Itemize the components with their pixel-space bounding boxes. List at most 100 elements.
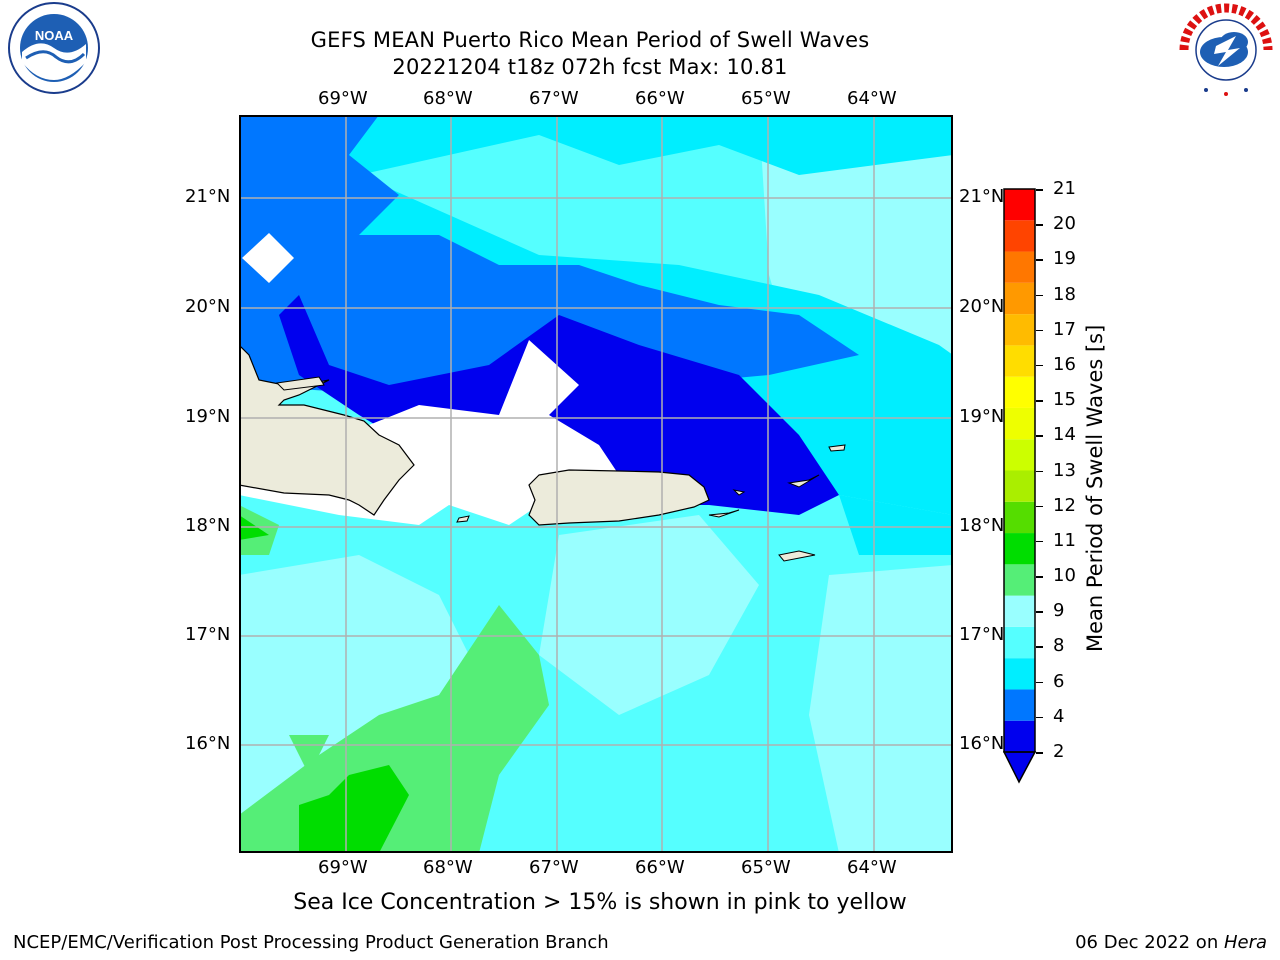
footer-host: Hera: [1223, 932, 1267, 953]
mona-island: [456, 515, 470, 523]
colorbar-tick-mark: [1036, 716, 1043, 719]
colorbar-band: [1004, 564, 1035, 596]
colorbar-tick-label: 2: [1053, 741, 1065, 762]
colorbar-tick-mark: [1036, 259, 1043, 261]
colorbar-tick-label: 4: [1053, 705, 1065, 727]
chart-title-line2: 20221204 t18z 072h fcst Max: 10.81: [392, 55, 788, 79]
colorbar-band: [1004, 595, 1035, 627]
culebra-island: [732, 489, 746, 496]
colorbar-tick-label: 9: [1053, 600, 1065, 622]
colorbar-band: [1004, 689, 1035, 721]
colorbar-tick-mark: [1036, 329, 1043, 332]
colorbar-band: [1004, 626, 1035, 659]
colorbar-tick-label: 6: [1053, 670, 1065, 692]
anegada-island: [828, 444, 846, 452]
colorbar-band: [1004, 439, 1035, 471]
lat-tick-left: 17°N: [185, 624, 231, 645]
contour-8-9s-se: [809, 565, 953, 853]
noaa-logo: NOAA: [8, 2, 100, 94]
lat-tick-right: 16°N: [959, 733, 1005, 754]
footer-date: 06 Dec 2022 on Hera: [1075, 932, 1267, 953]
colorbar-tick-label: 11: [1053, 529, 1076, 551]
lat-tick-left: 20°N: [185, 296, 231, 317]
colorbar-band: [1004, 501, 1035, 534]
colorbar-tick-mark: [1036, 646, 1043, 648]
colorbar-tick-label: 18: [1053, 283, 1076, 305]
lat-tick-left: 18°N: [185, 515, 231, 536]
mask-area-nw: [242, 233, 294, 283]
contour-2-4s: [239, 115, 859, 405]
colorbar-tick-mark: [1036, 576, 1043, 578]
lon-tick-top: 65°W: [741, 88, 791, 109]
colorbar-band: [1004, 314, 1035, 346]
colorbar-tick-label: 14: [1053, 424, 1076, 446]
lat-tick-right: 20°N: [959, 296, 1005, 317]
sea-ice-caption: Sea Ice Concentration > 15% is shown in …: [293, 890, 907, 915]
lon-tick-bottom: 66°W: [635, 857, 685, 878]
contour-4-6s-north: [239, 115, 953, 235]
lon-tick-top: 69°W: [318, 88, 368, 109]
colorbar-tick-mark: [1036, 189, 1043, 191]
lon-tick-top: 66°W: [635, 88, 685, 109]
colorbar-frame: [1003, 188, 1036, 753]
lon-tick-bottom: 65°W: [741, 857, 791, 878]
colorbar-band: [1004, 720, 1035, 752]
colorbar-tick-label: 12: [1053, 494, 1076, 516]
contour-10-11s: [299, 765, 409, 853]
north-coast-islet: [275, 376, 325, 391]
footer-date-text: 06 Dec 2022 on: [1075, 932, 1224, 953]
colorbar-band: [1004, 251, 1035, 283]
lon-tick-bottom: 64°W: [847, 857, 897, 878]
colorbar-band: [1004, 658, 1035, 690]
st-croix-island: [778, 550, 816, 562]
colorbar-extend-arrow: [1003, 751, 1037, 784]
lat-tick-right: 19°N: [959, 406, 1005, 427]
lon-tick-bottom: 67°W: [529, 857, 579, 878]
lon-tick-top: 67°W: [529, 88, 579, 109]
colorbar-band: [1004, 345, 1035, 377]
colorbar-label: Mean Period of Swell Waves [s]: [1083, 324, 1107, 652]
colorbar: [1003, 188, 1037, 784]
colorbar-tick-label: 15: [1053, 389, 1076, 411]
colorbar-tick-label: 13: [1053, 459, 1076, 481]
colorbar-tick-label: 17: [1053, 318, 1076, 340]
lat-tick-left: 21°N: [185, 186, 231, 207]
colorbar-band: [1004, 282, 1035, 315]
puerto-rico-landmass: [528, 469, 710, 526]
colorbar-tick-mark: [1036, 294, 1043, 297]
lat-tick-right: 17°N: [959, 624, 1005, 645]
colorbar-tick-label: 21: [1053, 178, 1076, 199]
colorbar-tick-mark: [1036, 540, 1043, 543]
colorbar-tick-mark: [1036, 435, 1043, 437]
lat-tick-right: 21°N: [959, 186, 1005, 207]
noaa-logo-text: NOAA: [35, 28, 74, 43]
contour-9-10s-south: [239, 605, 549, 853]
colorbar-band: [1004, 407, 1035, 440]
colorbar-tick-label: 19: [1053, 248, 1076, 270]
lon-tick-top: 68°W: [423, 88, 473, 109]
virgin-islands: [787, 474, 820, 488]
colorbar-band: [1004, 376, 1035, 408]
colorbar-tick-label: 20: [1053, 213, 1076, 235]
colorbar-tick-mark: [1036, 752, 1043, 754]
colorbar-tick-mark: [1036, 400, 1043, 402]
colorbar-tick-mark: [1036, 364, 1043, 367]
colorbar-band: [1004, 533, 1035, 565]
lat-tick-right: 18°N: [959, 515, 1005, 536]
colorbar-tick-mark: [1036, 470, 1043, 472]
colorbar-band: [1004, 220, 1035, 252]
footer-source: NCEP/EMC/Verification Post Processing Pr…: [13, 932, 609, 953]
colorbar-tick-label: 10: [1053, 565, 1076, 587]
contour-4-6s-east: [839, 495, 953, 555]
map-frame: [239, 115, 953, 853]
swell-period-map: [239, 115, 953, 853]
lon-tick-bottom: 68°W: [423, 857, 473, 878]
colorbar-band: [1004, 189, 1035, 221]
lat-tick-left: 19°N: [185, 406, 231, 427]
lon-tick-top: 64°W: [847, 88, 897, 109]
lon-tick-bottom: 69°W: [318, 857, 368, 878]
chart-title-line1: GEFS MEAN Puerto Rico Mean Period of Swe…: [310, 28, 870, 52]
nws-logo: [1179, 3, 1273, 96]
vieques-island: [708, 509, 740, 518]
map-gridlines: [239, 115, 953, 853]
